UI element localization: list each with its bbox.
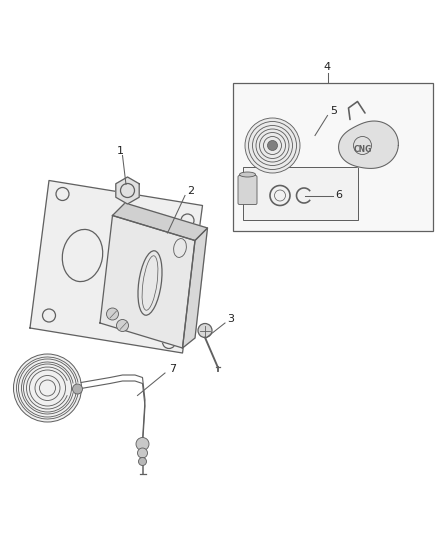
Polygon shape [116,177,139,204]
Polygon shape [100,215,195,348]
Polygon shape [113,203,208,240]
Circle shape [106,308,119,320]
Text: 6: 6 [336,190,343,200]
Bar [233,83,432,230]
Circle shape [73,384,82,394]
Text: CNG: CNG [353,145,372,154]
Text: 2: 2 [187,185,194,196]
Circle shape [136,438,149,450]
Text: 1: 1 [117,146,124,156]
Circle shape [268,141,278,150]
Text: 3: 3 [227,314,234,325]
Circle shape [117,319,128,332]
Circle shape [14,354,81,422]
Circle shape [198,324,212,337]
Circle shape [138,457,146,465]
FancyBboxPatch shape [238,175,257,205]
Circle shape [245,118,300,173]
Text: 7: 7 [169,364,176,374]
Circle shape [138,448,148,458]
Text: 4: 4 [324,62,331,72]
Polygon shape [30,181,202,353]
Polygon shape [339,121,398,168]
Bar [243,167,357,220]
Polygon shape [183,228,208,348]
Ellipse shape [240,172,255,177]
Text: 5: 5 [331,106,338,116]
